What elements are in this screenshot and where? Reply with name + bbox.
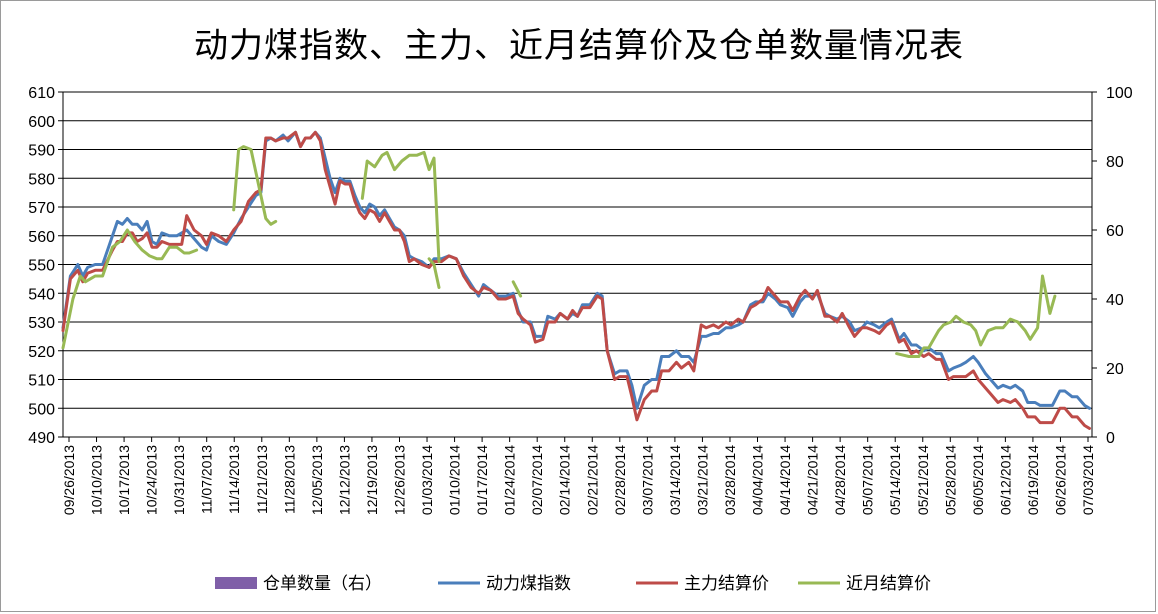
series-line-3-seg-0 [61, 228, 199, 350]
x-tick-label: 07/03/2014 [1080, 445, 1096, 515]
y-right-tick-label: 80 [1106, 154, 1124, 171]
x-tick-label: 05/28/2014 [942, 445, 958, 515]
y-left-tick-label: 590 [28, 143, 55, 160]
x-tick-label: 10/17/2013 [116, 445, 132, 515]
x-tick-label: 12/12/2013 [336, 445, 352, 515]
y-left-tick-label: 580 [28, 171, 55, 188]
series-line-3-seg-3 [427, 257, 441, 289]
x-tick-label: 12/26/2013 [391, 445, 407, 515]
x-tick-label: 02/21/2014 [584, 445, 600, 515]
x-tick-label: 01/17/2014 [474, 445, 490, 515]
x-tick-label: 06/19/2014 [1025, 445, 1041, 515]
y-left-tick-label: 490 [28, 430, 55, 447]
y-left-tick-label: 520 [28, 344, 55, 361]
x-tick-label: 04/14/2014 [777, 445, 793, 515]
legend-label: 动力煤指数 [486, 574, 571, 594]
y-right-tick-label: 60 [1106, 223, 1124, 240]
legend: 仓单数量（右） 动力煤指数 主力结算价 近月结算价 [215, 574, 931, 594]
x-tick-label: 02/07/2014 [529, 445, 545, 515]
series-line-3-seg-5 [895, 274, 1057, 358]
x-tick-label: 03/21/2014 [694, 445, 710, 515]
x-tick-label: 04/04/2014 [750, 445, 766, 515]
x-tick-label: 01/03/2014 [419, 445, 435, 515]
y-right-tick-label: 20 [1106, 361, 1124, 378]
x-tick-label: 06/12/2014 [997, 445, 1013, 515]
x-tick-label: 12/05/2013 [309, 445, 325, 515]
x-tick-label: 09/26/2013 [61, 445, 77, 515]
x-tick-label: 05/21/2014 [915, 445, 931, 515]
y-right-tick-label: 0 [1106, 430, 1115, 447]
y-left-tick-label: 510 [28, 373, 55, 390]
x-tick-label: 10/10/2013 [89, 445, 105, 515]
legend-label: 近月结算价 [846, 574, 931, 594]
x-tick-label: 10/24/2013 [144, 445, 160, 515]
x-tick-label: 10/31/2013 [171, 445, 187, 515]
series-line-3-seg-1 [232, 145, 278, 226]
y-axis-left-ticks: 490 500 510 520 530 540 550 560 570 580 590 600 610 [28, 85, 63, 447]
x-tick-label: 05/14/2014 [887, 445, 903, 515]
y-left-tick-label: 600 [28, 114, 55, 131]
x-tick-label: 12/19/2013 [364, 445, 380, 515]
x-tick-label: 11/14/2013 [226, 445, 242, 514]
grid-lines [63, 91, 1092, 438]
x-tick-label: 05/07/2014 [860, 445, 876, 515]
x-tick-label: 04/21/2014 [805, 445, 821, 515]
y-left-tick-label: 610 [28, 85, 55, 102]
x-tick-label: 06/05/2014 [970, 445, 986, 515]
x-tick-label: 02/14/2014 [557, 445, 573, 515]
series-line-3-seg-2 [360, 150, 441, 264]
series-line-2 [61, 130, 1091, 430]
x-tick-label: 03/07/2014 [639, 445, 655, 515]
chart-title: 动力煤指数、主力、近月结算价及仓单数量情况表 [194, 26, 964, 66]
x-tick-label: 01/10/2014 [447, 445, 463, 515]
x-tick-label: 04/28/2014 [832, 445, 848, 515]
x-tick-label: 11/07/2013 [199, 445, 215, 514]
x-tick-label: 03/14/2014 [667, 445, 683, 515]
y-left-tick-label: 560 [28, 229, 55, 246]
y-left-tick-label: 570 [28, 200, 55, 217]
x-tick-label: 11/28/2013 [281, 445, 297, 514]
y-right-tick-label: 100 [1106, 85, 1133, 102]
legend-swatch-bar [215, 577, 257, 589]
series-line-3-seg-4 [511, 280, 523, 298]
y-axis-right-ticks: 0 20 40 60 80 100 [1092, 85, 1133, 447]
y-right-tick-label: 40 [1106, 292, 1124, 309]
legend-label: 主力结算价 [684, 574, 769, 594]
x-axis-ticks: 09/26/2013 10/10/2013 10/17/2013 10/24/2013… [61, 437, 1096, 515]
y-left-tick-label: 540 [28, 286, 55, 303]
series-line-1 [61, 130, 1091, 410]
y-left-tick-label: 550 [28, 258, 55, 275]
y-left-tick-label: 500 [28, 401, 55, 418]
x-tick-label: 11/21/2013 [254, 445, 270, 514]
series-lines [61, 130, 1091, 430]
x-tick-label: 06/26/2014 [1052, 445, 1068, 515]
x-tick-label: 01/24/2014 [502, 445, 518, 515]
legend-label: 仓单数量（右） [263, 574, 382, 594]
x-tick-label: 03/28/2014 [722, 445, 738, 515]
y-left-tick-label: 530 [28, 315, 55, 332]
x-tick-label: 02/28/2014 [612, 445, 628, 515]
